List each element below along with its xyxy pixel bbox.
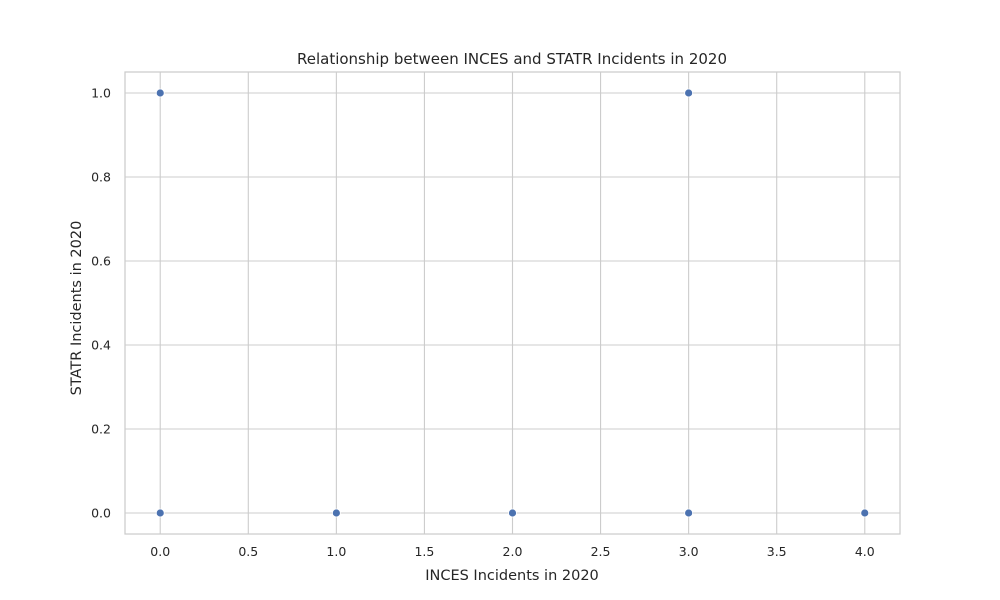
chart-title: Relationship between INCES and STATR Inc… — [297, 50, 727, 68]
x-tick-labels: 0.0 0.5 1.0 1.5 2.0 2.5 3.0 3.5 4.0 — [150, 544, 874, 559]
y-tick-label: 1.0 — [91, 86, 111, 101]
x-tick-label: 0.5 — [238, 544, 258, 559]
x-tick-label: 2.0 — [503, 544, 523, 559]
y-tick-label: 0.8 — [91, 170, 111, 185]
y-tick-label: 0.2 — [91, 422, 111, 437]
data-point — [684, 88, 694, 98]
x-tick-label: 3.5 — [767, 544, 787, 559]
y-tick-label: 0.0 — [91, 506, 111, 521]
x-tick-label: 4.0 — [855, 544, 875, 559]
grid-lines — [125, 72, 900, 534]
y-tick-labels: 0.0 0.2 0.4 0.6 0.8 1.0 — [91, 86, 111, 521]
data-points — [155, 88, 870, 518]
data-point — [684, 508, 694, 518]
x-tick-label: 2.5 — [591, 544, 611, 559]
y-tick-label: 0.6 — [91, 254, 111, 269]
data-point — [155, 88, 165, 98]
x-tick-label: 0.0 — [150, 544, 170, 559]
x-tick-label: 1.5 — [414, 544, 434, 559]
data-point — [331, 508, 341, 518]
x-tick-label: 1.0 — [326, 544, 346, 559]
y-tick-label: 0.4 — [91, 338, 111, 353]
x-axis-label: INCES Incidents in 2020 — [425, 568, 599, 584]
data-point — [860, 508, 870, 518]
data-point — [155, 508, 165, 518]
plot-frame — [124, 71, 901, 535]
data-point — [508, 508, 517, 518]
y-axis-label: STATR Incidents in 2020 — [69, 221, 85, 396]
x-tick-label: 3.0 — [679, 544, 699, 559]
